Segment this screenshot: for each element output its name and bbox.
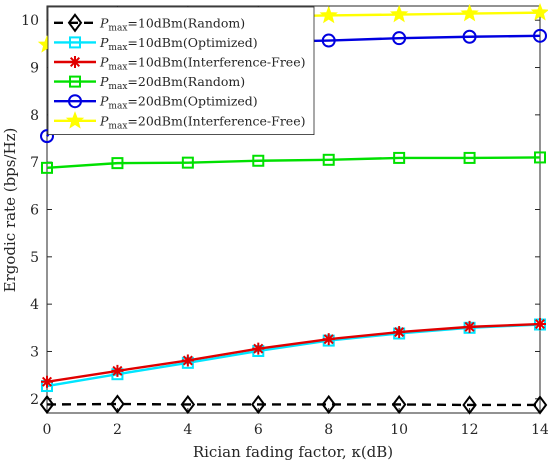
x-tick-label: 14 bbox=[531, 422, 548, 438]
legend-label: Pmax=10dBm(Optimized) bbox=[99, 35, 258, 53]
data-point bbox=[180, 394, 196, 415]
x-tick-label: 6 bbox=[254, 422, 263, 438]
x-axis-label: Rician fading factor, κ(dB) bbox=[193, 443, 393, 461]
data-point bbox=[39, 394, 55, 415]
y-tick-label: 9 bbox=[30, 61, 39, 77]
data-point bbox=[252, 342, 265, 355]
legend-marker bbox=[69, 56, 81, 68]
data-point bbox=[40, 129, 54, 144]
y-tick-label: 3 bbox=[30, 344, 39, 360]
data-point bbox=[530, 2, 548, 21]
legend-marker bbox=[68, 94, 82, 109]
y-axis-label: Ergodic rate (bps/Hz) bbox=[1, 128, 19, 293]
series-3 bbox=[41, 318, 546, 388]
legend-item: Pmax=20dBm(Random) bbox=[54, 74, 245, 92]
data-point bbox=[463, 151, 476, 164]
x-tick-label: 4 bbox=[183, 422, 192, 438]
data-point bbox=[322, 153, 335, 166]
data-point bbox=[41, 161, 53, 174]
data-point bbox=[181, 354, 194, 367]
y-tick-label: 2 bbox=[30, 392, 39, 408]
legend-item: Pmax=20dBm(Optimized) bbox=[54, 94, 258, 112]
y-tick-label: 5 bbox=[30, 250, 39, 266]
data-point bbox=[462, 395, 477, 415]
x-tick-label: 12 bbox=[461, 422, 479, 438]
y-tick-label: 6 bbox=[30, 203, 39, 219]
legend-label: Pmax=10dBm(Random) bbox=[99, 15, 245, 33]
data-point bbox=[111, 157, 124, 170]
data-point bbox=[393, 326, 406, 339]
legend: Pmax=10dBm(Random) Pmax=10dBm(Optimized) P… bbox=[47, 6, 315, 135]
data-point bbox=[389, 4, 409, 23]
legend-item: Pmax=10dBm(Optimized) bbox=[54, 35, 258, 53]
y-tick-label: 8 bbox=[30, 108, 39, 124]
legend-item: Pmax=10dBm(Random) bbox=[54, 13, 245, 33]
data-point bbox=[252, 154, 265, 167]
series-line bbox=[46, 156, 541, 170]
data-point bbox=[534, 318, 546, 331]
data-point bbox=[534, 151, 546, 164]
data-point bbox=[319, 5, 338, 24]
x-tick-label: 2 bbox=[113, 422, 122, 438]
x-tick-label: 8 bbox=[324, 422, 333, 438]
legend-box bbox=[47, 6, 315, 135]
data-point bbox=[41, 375, 53, 388]
legend-label: Pmax=20dBm(Interference-Free) bbox=[99, 113, 305, 131]
legend-item: Pmax=10dBm(Interference-Free) bbox=[54, 55, 305, 73]
data-point bbox=[533, 28, 547, 43]
legend-label: Pmax=20dBm(Random) bbox=[99, 74, 245, 92]
y-tick-label: 7 bbox=[30, 155, 39, 171]
data-point bbox=[251, 394, 266, 415]
legend-item: Pmax=20dBm(Interference-Free) bbox=[54, 111, 305, 131]
series-1 bbox=[39, 394, 548, 415]
x-tick-label: 0 bbox=[43, 422, 52, 438]
y-tick-label: 4 bbox=[30, 297, 39, 313]
data-point bbox=[321, 394, 336, 415]
data-point bbox=[392, 31, 407, 46]
x-tick-label: 10 bbox=[390, 422, 408, 438]
data-point bbox=[110, 394, 125, 414]
legend-marker bbox=[67, 13, 83, 33]
data-point bbox=[321, 33, 336, 48]
data-point bbox=[181, 156, 194, 169]
y-tick-label: 10 bbox=[21, 13, 39, 29]
legend-marker bbox=[69, 75, 81, 88]
series-4 bbox=[41, 151, 546, 174]
legend-marker bbox=[65, 111, 85, 129]
data-point bbox=[393, 151, 406, 164]
data-point bbox=[463, 320, 476, 333]
series-line bbox=[46, 322, 541, 383]
data-point bbox=[322, 333, 335, 346]
legend-label: Pmax=20dBm(Optimized) bbox=[99, 94, 258, 112]
data-point bbox=[391, 394, 407, 415]
data-point bbox=[460, 3, 479, 22]
legend-marker bbox=[69, 36, 81, 49]
legend-label: Pmax=10dBm(Interference-Free) bbox=[99, 55, 305, 73]
series-line bbox=[46, 402, 540, 407]
data-point bbox=[462, 29, 477, 44]
data-point bbox=[532, 395, 548, 415]
data-point bbox=[111, 364, 124, 377]
